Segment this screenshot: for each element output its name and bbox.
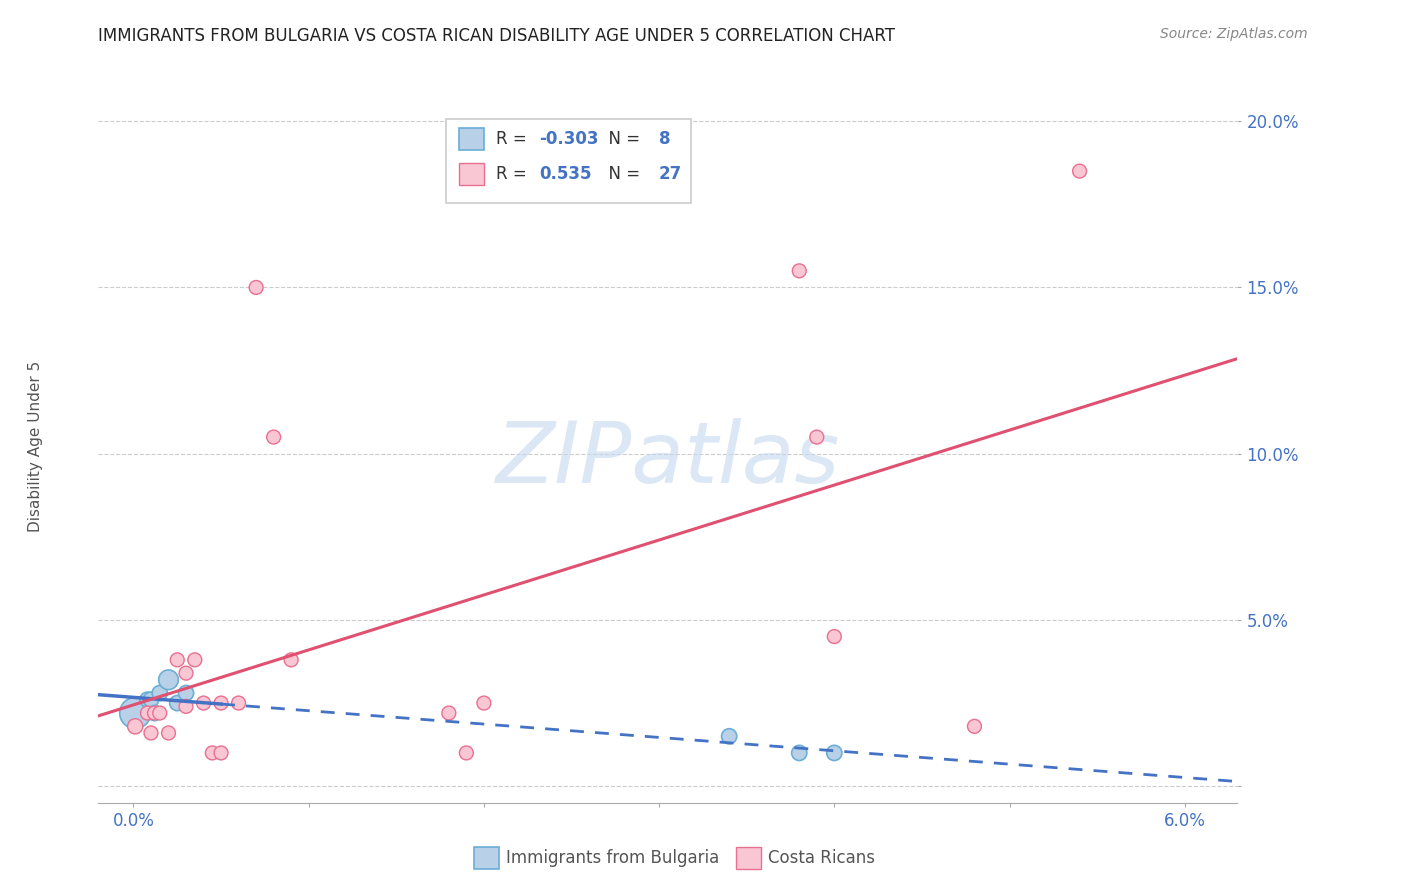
- Text: IMMIGRANTS FROM BULGARIA VS COSTA RICAN DISABILITY AGE UNDER 5 CORRELATION CHART: IMMIGRANTS FROM BULGARIA VS COSTA RICAN …: [98, 27, 896, 45]
- Text: N =: N =: [599, 130, 645, 148]
- Point: [174, 699, 197, 714]
- Point: [437, 706, 460, 720]
- Point: [136, 706, 159, 720]
- Point: [124, 706, 146, 720]
- Point: [139, 692, 162, 706]
- Point: [456, 746, 478, 760]
- Point: [143, 706, 166, 720]
- Point: [263, 430, 285, 444]
- Text: 0.535: 0.535: [538, 165, 592, 183]
- Point: [124, 719, 146, 733]
- Point: [472, 696, 495, 710]
- Text: Disability Age Under 5: Disability Age Under 5: [28, 360, 42, 532]
- Point: [166, 653, 188, 667]
- Point: [823, 630, 845, 644]
- Point: [136, 692, 159, 706]
- Point: [806, 430, 828, 444]
- Bar: [474, 847, 499, 869]
- Text: N =: N =: [599, 165, 645, 183]
- Point: [245, 280, 267, 294]
- Point: [184, 653, 207, 667]
- Point: [201, 746, 224, 760]
- Point: [228, 696, 250, 710]
- Point: [166, 696, 188, 710]
- Point: [174, 686, 197, 700]
- Point: [149, 706, 172, 720]
- Point: [143, 706, 166, 720]
- Text: 8: 8: [659, 130, 671, 148]
- Text: Immigrants from Bulgaria: Immigrants from Bulgaria: [506, 848, 720, 867]
- Point: [157, 726, 180, 740]
- Point: [149, 686, 172, 700]
- Text: ZIPatlas: ZIPatlas: [496, 417, 839, 500]
- Bar: [460, 162, 485, 185]
- Point: [174, 666, 197, 681]
- Text: Costa Ricans: Costa Ricans: [768, 848, 875, 867]
- Text: R =: R =: [496, 165, 537, 183]
- Text: Source: ZipAtlas.com: Source: ZipAtlas.com: [1160, 27, 1308, 41]
- Point: [718, 729, 741, 743]
- Point: [193, 696, 215, 710]
- Text: -0.303: -0.303: [538, 130, 599, 148]
- Point: [139, 726, 162, 740]
- Point: [823, 746, 845, 760]
- Point: [787, 746, 810, 760]
- Point: [787, 264, 810, 278]
- Bar: [460, 128, 485, 151]
- FancyBboxPatch shape: [446, 119, 690, 203]
- Text: R =: R =: [496, 130, 531, 148]
- Point: [1069, 164, 1091, 178]
- Point: [157, 673, 180, 687]
- Point: [280, 653, 302, 667]
- Text: 27: 27: [659, 165, 682, 183]
- Point: [209, 696, 232, 710]
- Point: [209, 746, 232, 760]
- Point: [963, 719, 986, 733]
- Bar: [737, 847, 761, 869]
